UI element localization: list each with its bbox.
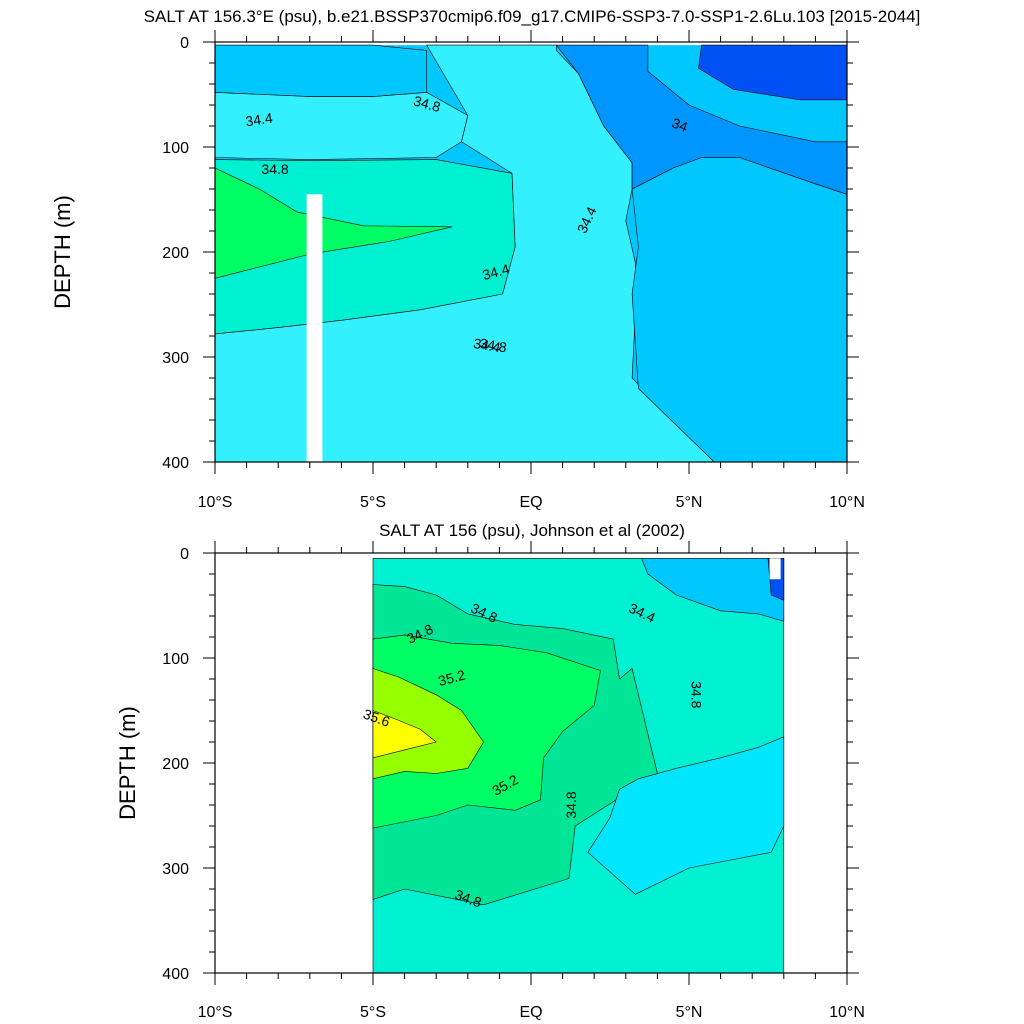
contour-label: 34.8 (563, 791, 579, 818)
contour-region (372, 634, 601, 829)
contour-label: 35.2 (436, 666, 467, 689)
x-tick-label: 10°N (829, 494, 865, 511)
contour-fill (372, 557, 785, 974)
y-tick-label: 0 (180, 546, 189, 563)
contour-label: 34.4 (481, 260, 512, 283)
contour-label: 34 (670, 115, 690, 135)
panel-1: 0 100 200 300 400 10°S 5°S EQ 5°N 10°N SALT AT 156… (50, 7, 920, 511)
contour-label: 34.4 (472, 335, 502, 356)
y-axis-label: DEPTH (m) (115, 706, 140, 820)
x-tick-label: 10°N (829, 1004, 865, 1021)
x-tick-label: EQ (519, 494, 542, 511)
x-tick-label: 5°N (676, 494, 703, 511)
contour-label: 34.8 (412, 92, 443, 115)
panel-2: 0 100 200 300 400 10°S 5°S EQ 5°N 10°N SALT AT 156… (115, 521, 865, 1021)
contour-label: 34.8 (261, 161, 288, 177)
contour-fill (214, 44, 848, 463)
contour-region (214, 167, 453, 279)
x-tick-label: 5°S (360, 1004, 386, 1021)
y-tick-label: 300 (162, 861, 189, 878)
contour-region (372, 668, 484, 780)
y-axis-label: DEPTH (m) (50, 195, 75, 309)
missing-data (769, 558, 781, 580)
y-tick-label: 300 (162, 350, 189, 367)
y-tick-label: 200 (162, 245, 189, 262)
x-tick-label: 5°S (360, 494, 386, 511)
y-tick-label: 100 (162, 140, 189, 157)
chart-title: SALT AT 156.3°E (psu), b.e21.BSSP370cmip… (144, 7, 921, 26)
x-tick-label: 10°S (198, 1004, 233, 1021)
contour-label: 34.8 (478, 335, 508, 356)
contour-label: 34.8 (689, 681, 705, 708)
y-tick-label: 200 (162, 756, 189, 773)
x-tick-label: 5°N (676, 1004, 703, 1021)
y-tick-label: 0 (180, 35, 189, 52)
chart-title: SALT AT 156 (psu), Johnson et al (2002) (379, 521, 685, 540)
x-tick-label: 10°S (198, 494, 233, 511)
y-tick-label: 400 (162, 966, 189, 983)
y-tick-label: 400 (162, 455, 189, 472)
x-tick-label: EQ (519, 1004, 542, 1021)
y-tick-label: 100 (162, 651, 189, 668)
contour-region (555, 44, 848, 195)
contour-region (372, 710, 437, 759)
missing-data (306, 194, 323, 462)
contour-region (214, 44, 428, 97)
contour-label: 34.4 (244, 110, 273, 130)
contour-region (587, 736, 785, 895)
